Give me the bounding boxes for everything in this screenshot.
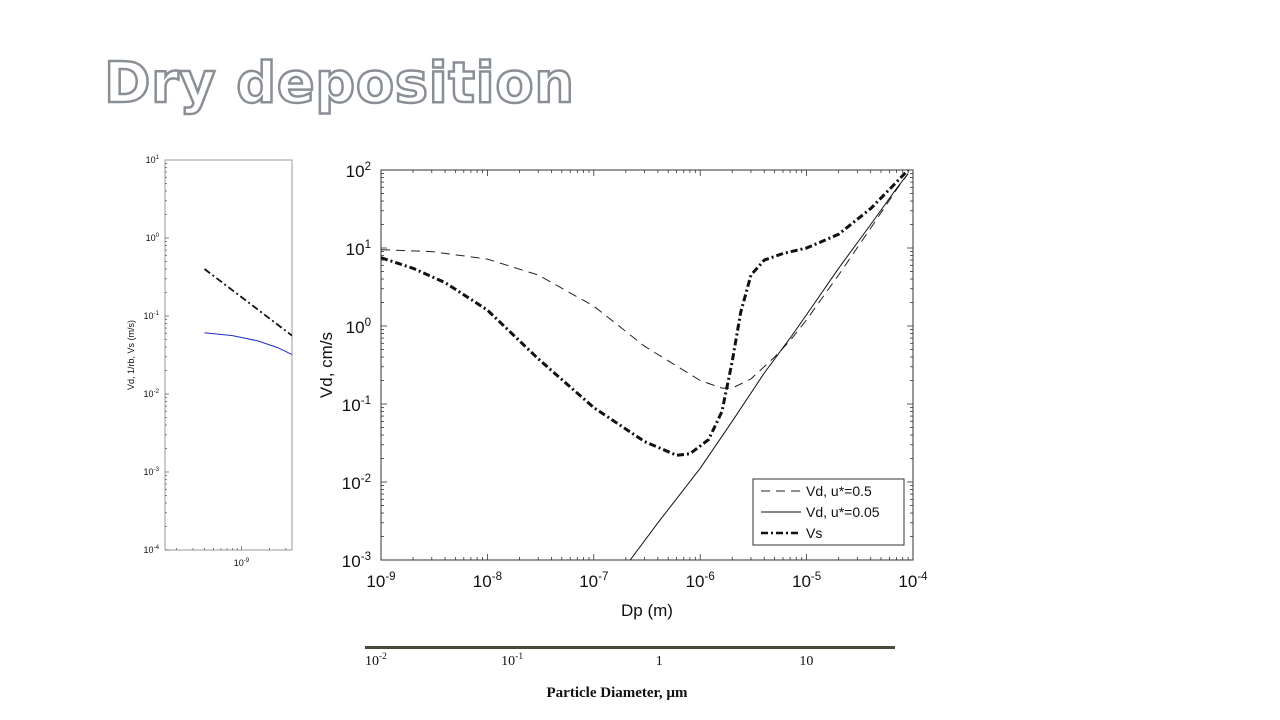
slide-title: Dry deposition [103, 50, 576, 117]
secondary-axis-bar [365, 646, 895, 649]
secondary-x-tick-label: 1 [656, 654, 663, 669]
main-plot-frame [380, 169, 914, 561]
secondary-x-tick-label: 10-2 [365, 652, 387, 669]
left-x-tick-label: 10-9 [234, 557, 250, 568]
series-line-0-1 [204, 332, 292, 356]
left-y-tick-label: 101 [146, 154, 160, 165]
y-tick-label: 10-3 [342, 551, 371, 571]
left-y-tick-label: 10-2 [144, 388, 160, 399]
left-y-tick-label: 100 [146, 232, 160, 243]
left-y-tick-label: 10-3 [144, 466, 160, 477]
secondary-x-tick-label: 10-1 [501, 652, 523, 669]
series-line-1-2 [381, 170, 910, 457]
x-tick-label: 10-9 [366, 571, 395, 591]
series-line-1-0 [381, 173, 909, 389]
left-y-tick-label: 10-1 [144, 310, 160, 321]
left-y-axis-label: Vd, 1/rb, Vs (m/s) [126, 320, 136, 390]
main-x-axis-label: Dp (m) [621, 601, 673, 620]
secondary-axis-label: Particle Diameter, µm [547, 685, 688, 701]
legend-label: Vs [806, 525, 822, 541]
legend-label: Vd, u*=0.05 [806, 504, 880, 520]
y-tick-label: 101 [346, 239, 371, 259]
left-plot-frame [164, 159, 293, 551]
series-line-0-0 [203, 268, 292, 337]
y-tick-label: 102 [346, 161, 371, 181]
secondary-diameter-axis: Particle Diameter, µm 10-2 10-1 1 10 [365, 646, 895, 701]
main-plot: Dp (m) Vd, cm/s 10-9 10-8 10-7 10-6 10-5 10-4… [317, 161, 928, 620]
left-y-tick-label: 10-4 [144, 544, 160, 555]
series-line-1-1 [629, 173, 909, 560]
x-tick-label: 10-6 [686, 571, 715, 591]
x-tick-label: 10-5 [792, 571, 821, 591]
legend-label: Vd, u*=0.5 [806, 483, 872, 499]
y-tick-label: 100 [346, 317, 371, 337]
left-partial-plot: Vd, 1/rb, Vs (m/s) 101 100 10-1 10-2 10-3 10-… [126, 154, 293, 568]
x-tick-label: 10-8 [473, 571, 502, 591]
y-tick-label: 10-2 [342, 473, 371, 493]
main-y-axis-label: Vd, cm/s [317, 332, 336, 398]
x-tick-label: 10-7 [579, 571, 608, 591]
x-tick-label: 10-4 [898, 571, 928, 591]
y-tick-label: 10-1 [342, 395, 371, 415]
legend: Vd, u*=0.5 Vd, u*=0.05 Vs [752, 478, 905, 546]
secondary-x-tick-label: 10 [799, 654, 813, 669]
